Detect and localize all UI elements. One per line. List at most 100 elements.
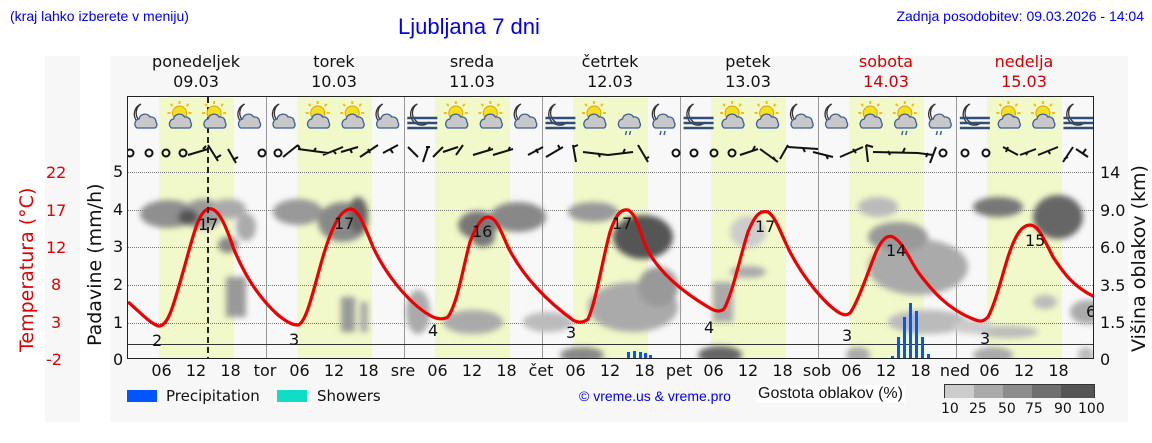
day-separator (542, 97, 543, 358)
temp-tick: 12 (46, 238, 67, 257)
precipitation-bars (627, 303, 930, 358)
page-title: Ljubljana 7 dni (398, 14, 540, 39)
temp-tick: 3 (51, 313, 62, 332)
cloud-density-title: Gostota oblakov (%) (756, 385, 905, 403)
x-day-label: sob (802, 361, 832, 380)
cloud-height-tick: 9.0 (1100, 201, 1126, 220)
forecast-plot: 2 17 3 17 4 16 3 17 4 17 3 14 3 15 6 (127, 96, 1094, 359)
day-separator (956, 97, 957, 358)
x-hour-label: 18 (358, 361, 379, 380)
x-hour-label: 18 (634, 361, 655, 380)
temperature-axis-panel (45, 56, 80, 422)
temp-max-label: 17 (612, 214, 633, 233)
day-header-weekend: sobota 14.03 (858, 52, 914, 91)
scale-label: 90 (1054, 401, 1072, 417)
x-hour-label: 12 (875, 361, 897, 380)
x-day-label: čet (528, 361, 554, 380)
scale-swatch (974, 385, 1003, 398)
precip-tick: 4 (113, 200, 124, 219)
x-day-label: ned (939, 361, 971, 380)
chart-graphics (128, 97, 1093, 358)
cloud-height-tick: 1.5 (1100, 313, 1126, 332)
temp-max-label: 17 (334, 214, 355, 233)
precip-tick: 0 (113, 350, 124, 369)
x-hour-label: 12 (599, 361, 621, 380)
region-hint-link[interactable]: (kraj lahko izberete v meniju) (10, 8, 189, 24)
wind-barb-row (128, 144, 1089, 164)
temp-tick: 22 (46, 163, 67, 182)
x-hour-label: 12 (461, 361, 483, 380)
x-hour-label: 18 (910, 361, 931, 380)
precip-tick: 2 (113, 275, 124, 294)
temp-max-label: 17 (198, 215, 219, 234)
scale-label: 100 (1078, 401, 1105, 417)
day-separator (818, 97, 819, 358)
temp-min-label: 3 (980, 329, 991, 348)
x-hour-label: 12 (737, 361, 759, 380)
scale-label: 10 (941, 401, 959, 417)
x-hour-label: 06 (151, 361, 172, 380)
temp-tick: 8 (51, 275, 62, 294)
x-hour-label: 12 (185, 361, 207, 380)
x-hour-label: 06 (565, 361, 586, 380)
x-hour-label: 06 (703, 361, 724, 380)
day-header-weekend: nedelja 15.03 (994, 52, 1054, 91)
precip-baseline (128, 344, 1093, 345)
day-header: ponedeljek 09.03 (152, 52, 240, 91)
x-hour-label: 12 (323, 361, 345, 380)
x-hour-label: 06 (979, 361, 1000, 380)
day-header: torek 10.03 (311, 52, 357, 91)
x-day-label: tor (253, 361, 277, 380)
temperature-line (128, 207, 1093, 328)
x-day-label: pet (665, 361, 693, 380)
day-separator (404, 97, 405, 358)
day-header: petek 13.03 (725, 52, 771, 91)
temp-max-label: 16 (472, 222, 493, 241)
temp-tick: -2 (46, 350, 62, 369)
temp-max-label: 14 (886, 241, 907, 260)
temp-min-label: 2 (152, 331, 163, 350)
precipitation-legend-label: Precipitation (166, 387, 260, 405)
cloud-height-tick: 6.0 (1100, 238, 1126, 257)
x-hour-label: 06 (289, 361, 310, 380)
scale-swatch (1032, 385, 1061, 398)
gridline (128, 172, 1093, 173)
x-hour-label: 18 (220, 361, 241, 380)
scale-label: 50 (998, 401, 1016, 417)
cloud-height-tick: 14 (1100, 163, 1121, 182)
cloud-height-tick: 0 (1100, 350, 1111, 369)
day-separator (266, 97, 267, 358)
temp-max-label: 15 (1025, 231, 1046, 250)
temperature-axis-title: Temperatura (°C) (16, 187, 38, 352)
showers-legend-swatch (277, 390, 307, 402)
temp-min-label: 4 (428, 321, 439, 340)
temp-max-label: 17 (755, 217, 776, 236)
x-hour-label: 18 (496, 361, 517, 380)
temp-tick: 17 (46, 201, 67, 220)
temp-min-label: 3 (566, 323, 577, 342)
precip-axis-title: Padavine (mm/h) (84, 183, 106, 346)
precip-tick: 5 (113, 162, 124, 181)
x-hour-label: 06 (841, 361, 862, 380)
cloud-height-axis-title: Višina oblakov (km) (1128, 165, 1150, 352)
cloud-height-tick: 3.5 (1100, 276, 1126, 295)
x-day-label: sre (390, 361, 416, 380)
scale-swatch (945, 385, 974, 398)
scale-swatch (1003, 385, 1032, 398)
x-hour-label: 18 (1048, 361, 1069, 380)
scale-label: 25 (969, 401, 987, 417)
day-header: sreda 11.03 (449, 52, 495, 91)
scale-label: 75 (1025, 401, 1043, 417)
precipitation-legend-swatch (127, 390, 157, 402)
scale-swatch (1061, 385, 1094, 398)
cloud-density-blobs (140, 195, 1093, 358)
precip-tick: 3 (113, 237, 124, 256)
temp-min-label: 4 (704, 318, 715, 337)
day-separator (680, 97, 681, 358)
x-hour-label: 12 (1013, 361, 1035, 380)
showers-legend-label: Showers (317, 387, 381, 405)
copyright-link[interactable]: © vreme.us & vreme.pro (579, 388, 731, 404)
temp-min-label: 3 (842, 326, 853, 345)
gridline (128, 247, 1093, 248)
temp-end-label: 6 (1086, 302, 1093, 321)
